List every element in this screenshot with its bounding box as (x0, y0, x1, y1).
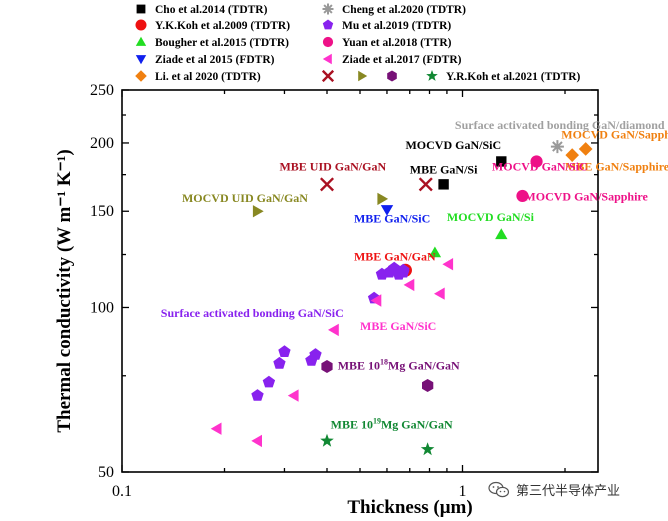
legend-marker (135, 70, 147, 82)
x-tick-label: 0.1 (112, 483, 132, 500)
data-point (418, 177, 433, 192)
legend-label: Ziade et al 2015 (FDTR) (155, 54, 275, 66)
plot-frame (121, 89, 599, 473)
data-point (438, 179, 449, 190)
annotation-label: MOCVD UID GaN/GaN (182, 191, 308, 205)
data-point (328, 323, 339, 337)
annotation-label: MOCVD GaN/SiC (492, 160, 588, 174)
annotation-label: MOCVD GaN/Sapphire (524, 189, 648, 203)
x-tick-label: 1 (459, 483, 467, 500)
data-point (370, 294, 382, 307)
legend-label: Y.K.Koh et al.2009 (TDTR) (155, 20, 290, 32)
legend-label: Ziade et al.2017 (FDTR) (342, 54, 462, 66)
legend-marker (322, 19, 334, 30)
wechat-icon (488, 481, 510, 497)
legend-label: Cho et al.2014 (TDTR) (155, 4, 268, 16)
y-tick-label: 100 (90, 299, 114, 316)
annotation-label: MBE 1018Mg GaN/GaN (338, 358, 460, 373)
data-point (529, 154, 544, 169)
watermark-text: 第三代半导体产业 (516, 484, 621, 499)
y-tick-label: 50 (98, 464, 114, 481)
annotation-label: MBE GaN/Sapphire (565, 160, 668, 174)
annotation-label: Surface activated bonding GaN/SiC (161, 306, 344, 320)
data-point (397, 265, 410, 278)
data-point (210, 422, 222, 435)
legend-marker (322, 36, 334, 48)
legend-marker (135, 19, 147, 31)
data-point (262, 375, 276, 388)
data-point (319, 177, 335, 192)
data-point (320, 433, 334, 447)
data-point (420, 442, 435, 456)
legend-marker (387, 70, 397, 82)
annotation-label: MOCVD GaN/Sapphire (561, 127, 668, 141)
y-axis-label: Thermal conductivity (W m⁻¹ K⁻¹) (54, 149, 75, 432)
annotation-label: MBE GaN/SiC (360, 319, 436, 333)
data-point (380, 205, 394, 216)
annotation-label: Surface activated bonding GaN/diamond (455, 118, 665, 132)
data-point (321, 360, 333, 373)
data-point (251, 389, 264, 401)
data-point (550, 140, 564, 154)
legend: Cho et al.2014 (TDTR) Y.K.Koh et al.2009 … (135, 3, 581, 83)
data-point (278, 345, 291, 357)
legend-label: Cheng et al.2020 (TDTR) (342, 4, 466, 16)
legend-marker (321, 69, 335, 83)
legend-marker (135, 36, 147, 46)
annotations: Surface activated bonding GaN/diamondMOC… (161, 118, 668, 432)
legend-marker (135, 55, 147, 65)
x-axis-label: Thickness (μm) (347, 497, 472, 518)
data-point (442, 258, 454, 271)
data-points (210, 140, 593, 456)
annotation-label: MBE GaN/SiC (354, 212, 430, 226)
legend-marker (426, 70, 438, 81)
watermark: 第三代半导体产业 (488, 480, 620, 499)
legend-label: Mu et al.2019 (TDTR) (342, 20, 451, 32)
legend-label: Li. et al 2020 (TDTR) (155, 71, 261, 83)
data-point (515, 189, 530, 203)
data-point (377, 192, 389, 206)
annotation-label: MBE GaN/GaN (354, 249, 436, 263)
y-tick-label: 250 (90, 82, 114, 99)
legend-label: Y.R.Koh et al.2021 (TDTR) (446, 71, 581, 83)
y-tick-label: 200 (90, 135, 114, 152)
legend-label: Bougher et al.2015 (TDTR) (155, 37, 289, 49)
annotation-label: MOCVD GaN/SiC (405, 138, 501, 152)
data-point (495, 228, 508, 240)
data-point (428, 246, 442, 258)
data-point (434, 287, 445, 300)
data-point (403, 278, 415, 292)
data-point (578, 142, 593, 156)
data-point (287, 389, 299, 402)
annotation-label: MBE GaN/Si (410, 162, 478, 176)
annotation-label: MBE 1019Mg GaN/GaN (331, 417, 453, 432)
legend-marker (322, 53, 332, 65)
data-point (309, 348, 322, 360)
data-point (422, 379, 434, 392)
legend-marker (358, 70, 368, 82)
legend-label: Yuan et al.2018 (TTR) (342, 37, 452, 49)
legend-marker (322, 3, 334, 15)
annotation-label: MBE UID GaN/GaN (279, 160, 386, 174)
data-point (565, 148, 579, 162)
legend-marker (136, 4, 146, 14)
annotation-label: MOCVD GaN/Si (447, 210, 535, 224)
data-point (251, 434, 262, 448)
data-point (252, 205, 264, 218)
data-point (273, 356, 286, 369)
data-point (496, 156, 507, 167)
y-tick-label: 150 (90, 203, 114, 220)
